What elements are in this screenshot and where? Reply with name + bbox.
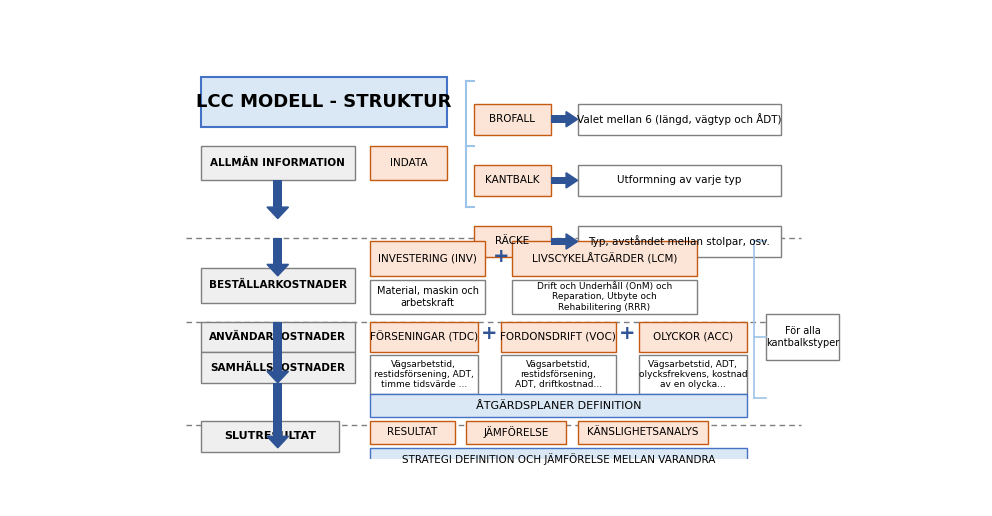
Polygon shape bbox=[267, 437, 289, 448]
FancyBboxPatch shape bbox=[501, 354, 616, 394]
FancyBboxPatch shape bbox=[474, 226, 551, 257]
Text: Vägsarbetstid, ADT,
olycksfrekvens, kostnad
av en olycka...: Vägsarbetstid, ADT, olycksfrekvens, kost… bbox=[639, 360, 747, 390]
FancyBboxPatch shape bbox=[200, 146, 355, 181]
Text: SLUTRESULTAT: SLUTRESULTAT bbox=[224, 431, 316, 441]
FancyBboxPatch shape bbox=[370, 146, 446, 181]
FancyBboxPatch shape bbox=[200, 321, 355, 352]
FancyBboxPatch shape bbox=[551, 116, 566, 123]
Text: RÄCKE: RÄCKE bbox=[495, 236, 530, 247]
Polygon shape bbox=[267, 372, 289, 383]
FancyBboxPatch shape bbox=[474, 104, 551, 135]
FancyBboxPatch shape bbox=[512, 280, 696, 314]
Text: Utformning av varje typ: Utformning av varje typ bbox=[617, 175, 742, 185]
FancyBboxPatch shape bbox=[200, 77, 446, 127]
Text: JÄMFÖRELSE: JÄMFÖRELSE bbox=[483, 427, 549, 439]
Text: SAMHÄLLSKOSTNADER: SAMHÄLLSKOSTNADER bbox=[210, 363, 345, 373]
Polygon shape bbox=[566, 173, 577, 188]
Text: BESTÄLLARKOSTNADER: BESTÄLLARKOSTNADER bbox=[208, 280, 347, 291]
FancyBboxPatch shape bbox=[273, 321, 283, 372]
Text: ANVÄNDARKOSTNADER: ANVÄNDARKOSTNADER bbox=[209, 332, 346, 342]
Text: Valet mellan 6 (längd, vägtyp och ÅDT): Valet mellan 6 (längd, vägtyp och ÅDT) bbox=[577, 114, 782, 125]
FancyBboxPatch shape bbox=[273, 238, 283, 264]
Polygon shape bbox=[566, 111, 577, 127]
Text: Material, maskin och
arbetskraft: Material, maskin och arbetskraft bbox=[377, 286, 479, 308]
FancyBboxPatch shape bbox=[370, 280, 485, 314]
Text: Vägsarbetstid,
restidsförsening, ADT,
timme tidsvärde ...: Vägsarbetstid, restidsförsening, ADT, ti… bbox=[374, 360, 474, 390]
Text: FÖRSENINGAR (TDC): FÖRSENINGAR (TDC) bbox=[370, 331, 478, 343]
FancyBboxPatch shape bbox=[370, 354, 478, 394]
FancyBboxPatch shape bbox=[370, 421, 454, 444]
FancyBboxPatch shape bbox=[370, 394, 747, 417]
Text: Vägsarbetstid,
restidsförsening,
ADT, driftkostnad...: Vägsarbetstid, restidsförsening, ADT, dr… bbox=[515, 360, 602, 390]
Text: ALLMÄN INFORMATION: ALLMÄN INFORMATION bbox=[210, 158, 345, 168]
Text: BROFALL: BROFALL bbox=[489, 114, 536, 124]
FancyBboxPatch shape bbox=[466, 421, 566, 444]
Text: FORDONSDRIFT (VOC): FORDONSDRIFT (VOC) bbox=[500, 332, 616, 342]
FancyBboxPatch shape bbox=[273, 383, 283, 437]
Text: ÅTGÄRDSPLANER DEFINITION: ÅTGÄRDSPLANER DEFINITION bbox=[475, 401, 641, 411]
Text: +: + bbox=[619, 324, 636, 343]
Text: KANTBALK: KANTBALK bbox=[485, 175, 540, 185]
Text: Typ, avståndet mellan stolpar, osv.: Typ, avståndet mellan stolpar, osv. bbox=[588, 235, 771, 248]
Text: STRATEGI DEFINITION OCH JÄMFÖRELSE MELLAN VARANDRA: STRATEGI DEFINITION OCH JÄMFÖRELSE MELLA… bbox=[402, 453, 715, 465]
FancyBboxPatch shape bbox=[577, 226, 782, 257]
Text: LCC MODELL - STRUKTUR: LCC MODELL - STRUKTUR bbox=[196, 93, 451, 111]
FancyBboxPatch shape bbox=[273, 181, 283, 207]
FancyBboxPatch shape bbox=[577, 165, 782, 196]
Text: OLYCKOR (ACC): OLYCKOR (ACC) bbox=[653, 332, 733, 342]
FancyBboxPatch shape bbox=[551, 238, 566, 245]
Text: RESULTAT: RESULTAT bbox=[387, 427, 437, 438]
FancyBboxPatch shape bbox=[200, 421, 339, 452]
FancyBboxPatch shape bbox=[639, 321, 747, 352]
Text: INDATA: INDATA bbox=[390, 158, 428, 168]
Polygon shape bbox=[566, 234, 577, 249]
FancyBboxPatch shape bbox=[474, 165, 551, 196]
FancyBboxPatch shape bbox=[200, 268, 355, 302]
FancyBboxPatch shape bbox=[370, 241, 485, 276]
Text: INVESTERING (INV): INVESTERING (INV) bbox=[378, 254, 477, 264]
FancyBboxPatch shape bbox=[639, 354, 747, 394]
FancyBboxPatch shape bbox=[577, 104, 782, 135]
FancyBboxPatch shape bbox=[501, 321, 616, 352]
Text: LIVSCYKELÅTGÄRDER (LCM): LIVSCYKELÅTGÄRDER (LCM) bbox=[532, 253, 678, 264]
Text: Drift och Underhåll (OnM) och
Reparation, Utbyte och
Rehabilitering (RRR): Drift och Underhåll (OnM) och Reparation… bbox=[537, 282, 673, 312]
Text: +: + bbox=[492, 247, 509, 266]
FancyBboxPatch shape bbox=[577, 421, 708, 444]
Text: +: + bbox=[481, 324, 497, 343]
Text: KÄNSLIGHETSANALYS: KÄNSLIGHETSANALYS bbox=[587, 427, 698, 438]
FancyBboxPatch shape bbox=[512, 241, 696, 276]
FancyBboxPatch shape bbox=[551, 176, 566, 184]
FancyBboxPatch shape bbox=[200, 352, 355, 383]
Polygon shape bbox=[267, 264, 289, 276]
Polygon shape bbox=[267, 207, 289, 219]
FancyBboxPatch shape bbox=[370, 448, 747, 471]
FancyBboxPatch shape bbox=[766, 314, 839, 360]
FancyBboxPatch shape bbox=[370, 321, 478, 352]
Text: För alla
kantbalkstyper: För alla kantbalkstyper bbox=[766, 326, 839, 348]
